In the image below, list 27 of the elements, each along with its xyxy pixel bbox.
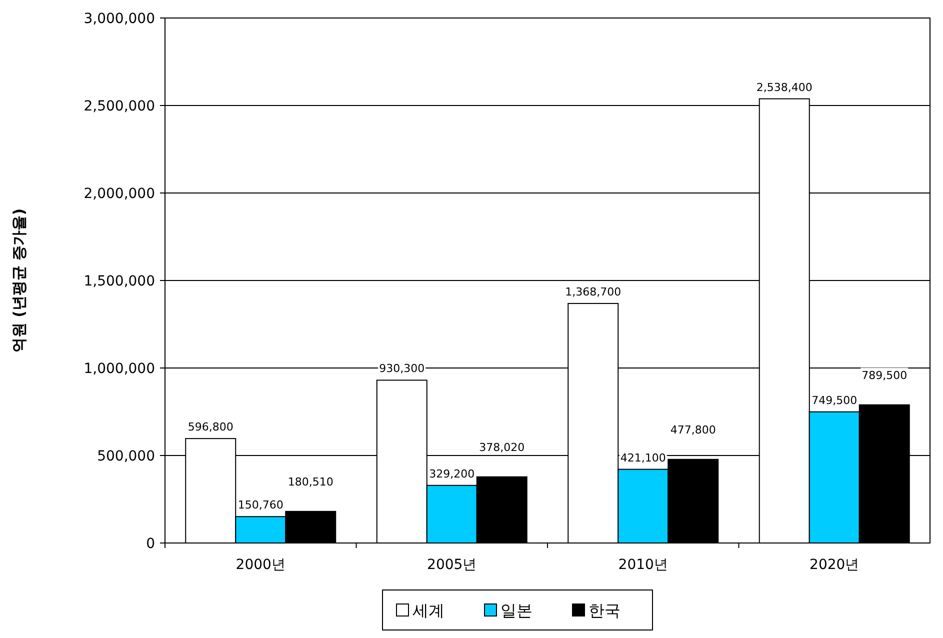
x-tick-label: 2000년 [236, 557, 286, 573]
y-tick-label: 0 [146, 536, 155, 552]
y-axis-title: 억원 (년평균 증가율) [10, 208, 28, 353]
x-tick-label: 2020년 [810, 557, 860, 573]
x-tick-label: 2005년 [427, 557, 477, 573]
data-label: 378,020 [479, 440, 525, 454]
y-tick-label: 2,000,000 [84, 186, 155, 202]
data-label: 596,800 [188, 420, 234, 434]
data-label: 329,200 [429, 467, 475, 480]
data-label: 477,800 [670, 423, 716, 436]
y-tick-label: 3,000,000 [84, 11, 155, 27]
legend-label: 일본 [500, 601, 532, 620]
data-label: 930,300 [379, 362, 425, 376]
data-label: 1,368,700 [565, 285, 622, 298]
y-tick-label: 500,000 [97, 448, 155, 464]
data-label: 749,500 [812, 394, 858, 407]
legend-label: 한국 [588, 601, 620, 620]
data-label: 789,500 [862, 368, 908, 382]
x-tick-label: 2010년 [618, 557, 668, 573]
data-label: 180,510 [288, 475, 334, 488]
data-label: 150,760 [238, 498, 284, 512]
data-label: 2,538,400 [756, 80, 812, 94]
data-label: 421,100 [620, 451, 666, 464]
y-tick-label: 1,000,000 [84, 361, 155, 377]
legend-label: 세계 [412, 601, 444, 620]
y-tick-label: 1,500,000 [84, 274, 155, 290]
y-tick-label: 2,500,000 [84, 98, 155, 114]
